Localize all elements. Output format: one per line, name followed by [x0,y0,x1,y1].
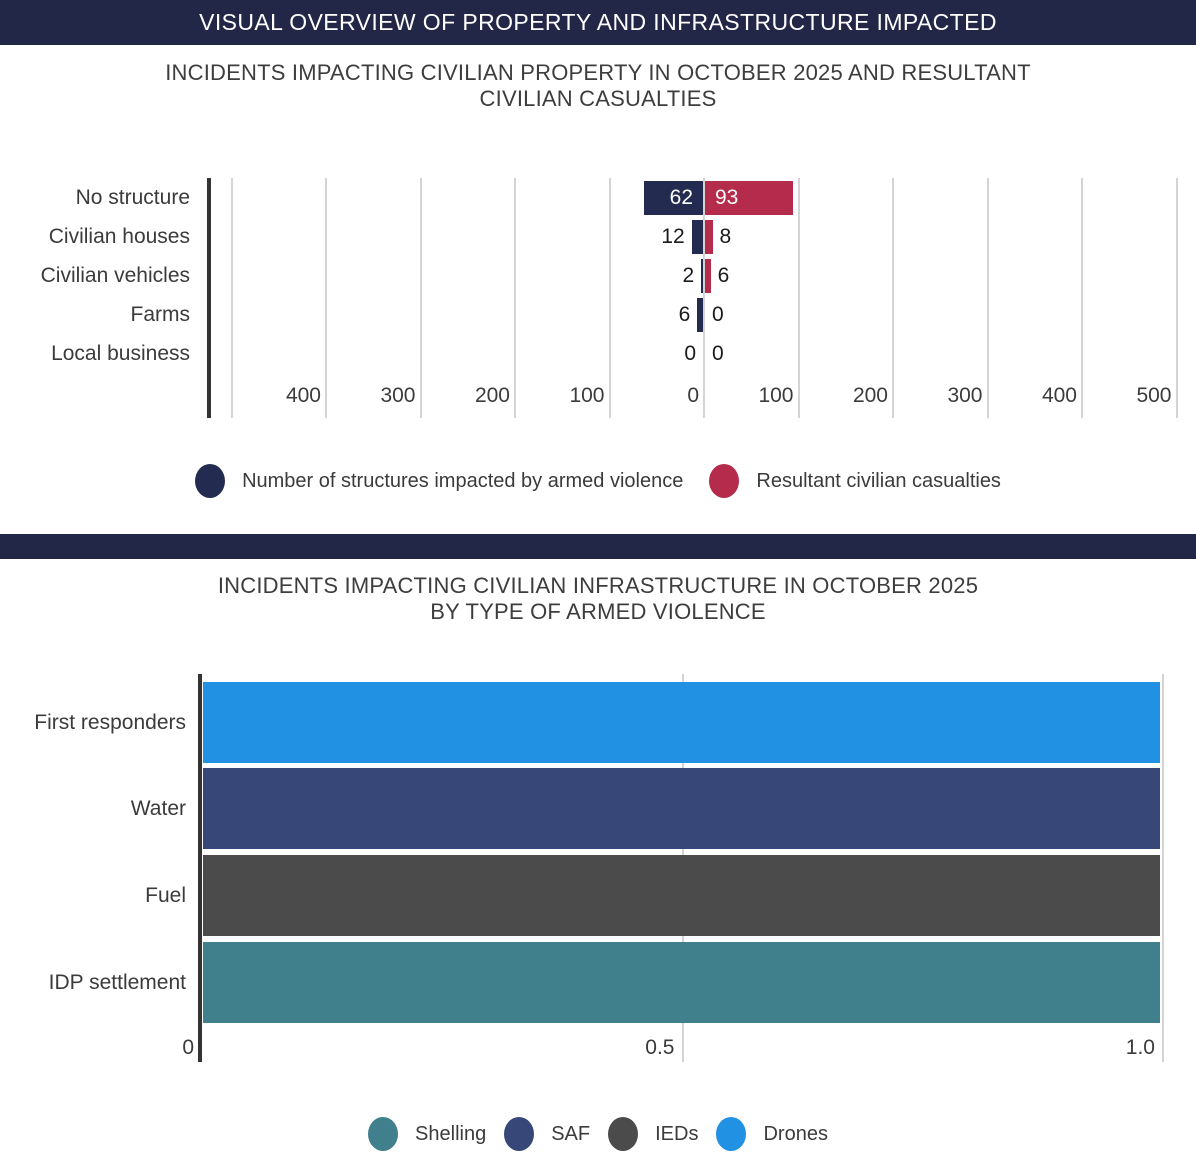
legend-label-resultant-civilian-casualties: Resultant civilian casualties [756,469,1001,492]
bar-water [203,768,1160,849]
infrastructure-chart-title-line1: INCIDENTS IMPACTING CIVILIAN INFRASTRUCT… [217,573,979,598]
gridline [986,178,989,418]
x-tick-label: 400 [285,384,321,407]
x-tick-label: 100 [758,384,794,407]
drones-swatch-icon [716,1117,747,1151]
infrastructure-chart-plot: First responders Water Fuel IDP settlement 0… [0,672,1196,1064]
gridline [797,178,800,418]
value-label-casualties-civilian-houses: 8 [719,225,732,248]
value-label-structures-no-structure: 62 [669,186,693,209]
value-label-casualties-farms: 0 [712,303,724,326]
x-tick-label: 500 [1136,384,1172,407]
bar-first-responders [203,682,1160,763]
y-axis-line [198,674,202,1062]
x-tick-label: 100 [569,384,605,407]
infrastructure-chart-title: INCIDENTS IMPACTING CIVILIAN INFRASTRUCT… [0,573,1196,625]
ieds-swatch-icon [608,1117,639,1151]
legend-item-saf: SAF [504,1117,590,1151]
y-axis-line [207,178,211,418]
x-tick-label: 400 [1041,384,1077,407]
page-header-banner: VISUAL OVERVIEW OF PROPERTY AND INFRASTR… [0,0,1196,45]
value-label-structures-civilian-vehicles: 2 [682,264,695,287]
gridline [703,178,705,418]
property-chart-title-line1: INCIDENTS IMPACTING CIVILIAN PROPERTY IN… [165,60,1031,85]
bar-structures-no-structure [644,181,703,215]
gridline [1175,178,1178,418]
category-label-farms: Farms [130,303,191,326]
property-chart-plot: 400 300 200 100 0 100 200 300 400 500 No structure… [0,178,1196,418]
x-tick-label: 200 [852,384,888,407]
category-label-local-business: Local business [51,342,190,365]
gridline [419,178,422,418]
legend-item-drones: Drones [716,1117,828,1151]
value-label-structures-civilian-houses: 12 [661,225,685,248]
property-chart-title: INCIDENTS IMPACTING CIVILIAN PROPERTY IN… [0,60,1196,112]
gridline [892,178,894,418]
category-label-no-structure: No structure [75,186,190,209]
bar-casualties-no-structure [705,181,793,215]
category-label-fuel: Fuel [145,884,186,907]
resultant-civilian-casualties-swatch-icon [709,464,740,498]
legend-item-ieds: IEDs [608,1117,698,1151]
legend-label-saf: SAF [551,1122,591,1145]
x-tick-label: 0 [687,384,699,407]
infrastructure-chart-legend: Shelling SAF IEDs Drones [0,1108,1196,1160]
number-of-structures-impacted-by-armed-violence-swatch-icon [195,464,226,498]
x-tick-label: 300 [947,384,983,407]
x-tick-label: 0.5 [645,1036,675,1059]
page-title: VISUAL OVERVIEW OF PROPERTY AND INFRASTR… [199,9,997,35]
legend-label-ieds: IEDs [655,1122,699,1145]
x-tick-label: 200 [474,384,510,407]
value-label-casualties-no-structure: 93 [715,186,739,209]
gridline [608,178,611,418]
property-chart-legend: Number of structures impacted by armed v… [0,458,1196,504]
category-label-civilian-vehicles: Civilian vehicles [40,264,190,287]
value-label-structures-farms: 6 [678,303,691,326]
bar-structures-farms [697,298,703,332]
legend-label-number-of-structures-impacted-by-armed-violence: Number of structures impacted by armed v… [242,469,684,492]
category-label-civilian-houses: Civilian houses [48,225,190,248]
bar-casualties-civilian-houses [705,220,713,254]
property-chart-title-line2: CIVILIAN CASUALTIES [479,86,717,111]
gridline [230,178,233,418]
saf-swatch-icon [504,1117,535,1151]
legend-item-resultant-civilian-casualties: Resultant civilian casualties [709,464,1001,498]
x-tick-label: 1.0 [1125,1036,1155,1059]
shelling-swatch-icon [368,1117,399,1151]
value-label-casualties-civilian-vehicles: 6 [717,264,730,287]
legend-item-shelling: Shelling [368,1117,486,1151]
legend-item-number-of-structures-impacted-by-armed-violence: Number of structures impacted by armed v… [195,464,683,498]
value-label-structures-local-business: 0 [684,342,696,365]
section-divider-bar [0,534,1196,559]
bar-idp-settlement [203,942,1160,1023]
gridline [325,178,327,418]
infrastructure-chart-title-line2: BY TYPE OF ARMED VIOLENCE [430,599,766,624]
category-label-idp-settlement: IDP settlement [48,971,186,994]
bar-structures-civilian-vehicles [701,259,703,293]
x-tick-label: 0 [182,1036,194,1059]
value-label-casualties-local-business: 0 [712,342,724,365]
bar-fuel [203,855,1160,936]
gridline [1162,674,1164,1062]
category-label-water: Water [130,797,186,820]
x-tick-label: 300 [380,384,416,407]
legend-label-shelling: Shelling [415,1122,487,1145]
category-label-first-responders: First responders [34,711,186,734]
gridline [514,178,516,418]
bar-casualties-civilian-vehicles [705,259,711,293]
bar-structures-civilian-houses [691,220,703,254]
legend-label-drones: Drones [763,1122,828,1145]
gridline [1081,178,1083,418]
